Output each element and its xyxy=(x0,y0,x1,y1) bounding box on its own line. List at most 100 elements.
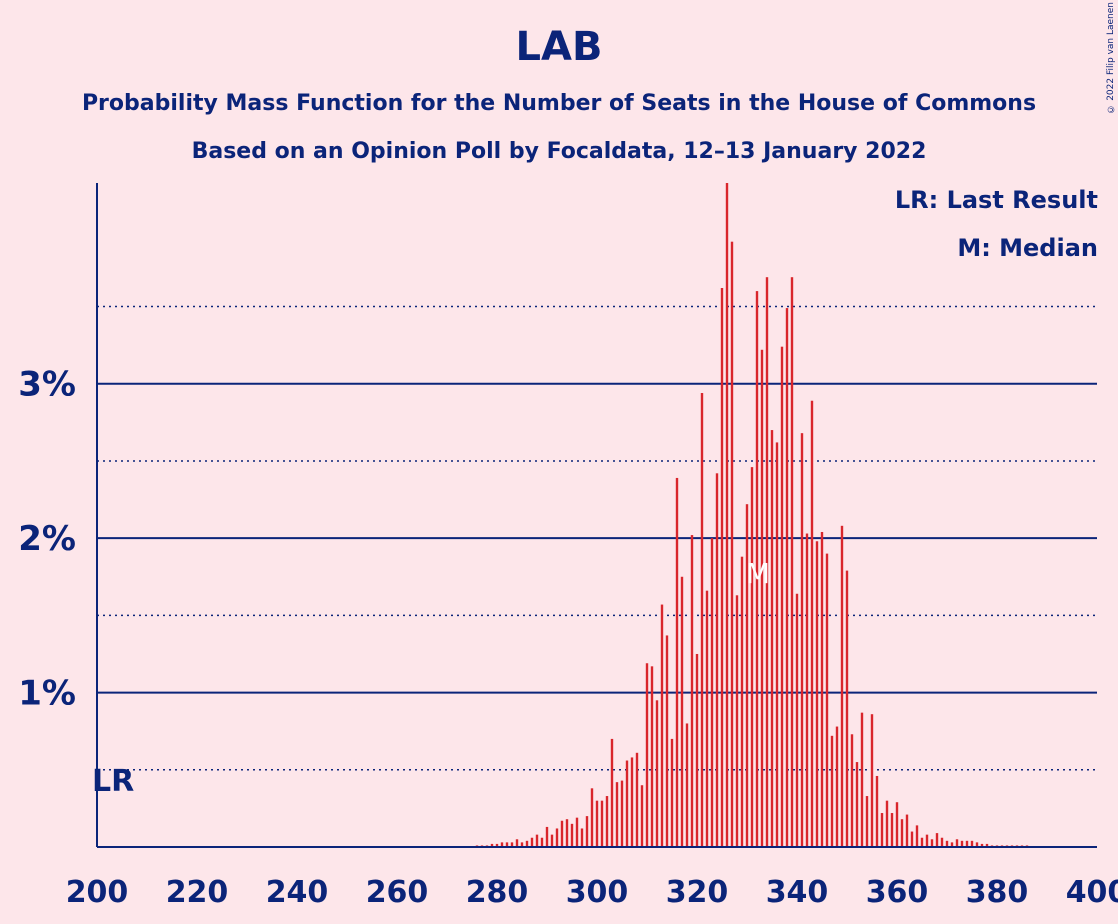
seat-bar xyxy=(810,400,814,847)
seat-bar xyxy=(975,842,979,847)
seat-bar xyxy=(985,843,989,847)
seat-bar xyxy=(890,813,894,847)
seat-bar xyxy=(935,833,939,847)
seat-bar xyxy=(625,760,629,847)
seat-bar xyxy=(955,839,959,847)
seat-bar xyxy=(840,525,844,847)
x-tick-label: 200 xyxy=(66,875,129,910)
seat-bar xyxy=(835,726,839,847)
grid-layer xyxy=(97,305,1097,771)
seat-bar xyxy=(910,831,914,847)
seat-bar xyxy=(930,839,934,847)
seat-bar xyxy=(815,541,819,847)
seat-bar xyxy=(735,595,739,847)
seat-bar xyxy=(730,241,734,847)
seat-bar xyxy=(900,819,904,847)
seat-bar xyxy=(685,723,689,847)
seat-bar xyxy=(785,308,789,847)
seat-bar xyxy=(970,840,974,847)
seat-bar xyxy=(560,820,564,847)
seat-bar xyxy=(635,752,639,847)
seat-bar xyxy=(615,782,619,847)
seat-bar xyxy=(515,839,519,847)
seat-bar xyxy=(855,762,859,847)
seat-bar xyxy=(885,800,889,847)
seat-bar xyxy=(660,604,664,847)
x-tick-label: 280 xyxy=(466,875,529,910)
seat-bar xyxy=(845,570,849,847)
seat-bar xyxy=(495,843,499,847)
last-result-label: LR xyxy=(92,764,134,799)
seat-bar xyxy=(565,819,569,847)
x-tick-label: 360 xyxy=(866,875,929,910)
seat-bar xyxy=(870,714,874,847)
seat-bar xyxy=(895,802,899,847)
seat-bar xyxy=(950,842,954,847)
seat-bar xyxy=(770,430,774,847)
seat-bar xyxy=(700,393,704,847)
seat-bar xyxy=(610,738,614,847)
seat-bar xyxy=(545,826,549,847)
seat-bar xyxy=(580,828,584,847)
seat-bar xyxy=(510,842,514,847)
seat-bar xyxy=(820,531,824,847)
seat-bar xyxy=(940,837,944,847)
x-tick-label: 220 xyxy=(166,875,229,910)
chart-title: LAB xyxy=(515,24,603,70)
seat-bar xyxy=(630,757,634,847)
seat-bar xyxy=(595,800,599,847)
seat-bar xyxy=(750,467,754,847)
seat-bar xyxy=(605,796,609,847)
seat-bar xyxy=(920,837,924,847)
seat-bar xyxy=(530,837,534,847)
seat-bar xyxy=(550,834,554,847)
seat-bar xyxy=(860,712,864,847)
seat-bar xyxy=(775,442,779,847)
axis-layer xyxy=(96,183,1097,848)
seat-bar xyxy=(745,504,749,847)
legend-median: M: Median xyxy=(957,234,1098,262)
x-tick-label: 380 xyxy=(966,875,1029,910)
seat-bar xyxy=(665,635,669,847)
seat-bar xyxy=(710,538,714,847)
seat-bar xyxy=(880,813,884,847)
chart-subtitle-1: Probability Mass Function for the Number… xyxy=(81,91,1037,116)
seat-bar xyxy=(760,349,764,847)
seat-bar xyxy=(805,533,809,847)
seat-bar xyxy=(500,842,504,847)
seat-bar xyxy=(830,735,834,847)
seat-bar xyxy=(640,785,644,847)
seat-bar xyxy=(850,734,854,847)
chart-subtitle-2: Based on an Opinion Poll by Focaldata, 1… xyxy=(191,139,927,164)
seat-bar xyxy=(655,700,659,847)
seat-bar xyxy=(525,840,529,847)
seat-bar xyxy=(790,277,794,848)
seat-bar xyxy=(570,823,574,847)
seat-bar xyxy=(795,593,799,847)
seat-bar xyxy=(715,473,719,847)
seat-bar xyxy=(755,291,759,847)
seat-bar xyxy=(505,842,509,847)
seat-bar xyxy=(695,653,699,847)
x-tick-label: 320 xyxy=(666,875,729,910)
seat-bar xyxy=(720,288,724,847)
seat-bar xyxy=(705,590,709,847)
seat-bar xyxy=(915,825,919,847)
x-tick-label: 400 xyxy=(1066,875,1118,910)
seat-bar xyxy=(905,814,909,847)
seat-bar xyxy=(765,277,769,848)
median-label: M xyxy=(746,557,770,590)
seat-bar xyxy=(600,800,604,847)
seat-bar xyxy=(575,817,579,847)
x-tick-label: 260 xyxy=(366,875,429,910)
y-tick-label: 2% xyxy=(18,519,76,559)
seat-bar xyxy=(520,842,524,847)
legend-last-result: LR: Last Result xyxy=(894,186,1098,214)
seat-bar xyxy=(945,840,949,847)
seat-bar xyxy=(555,828,559,847)
seat-bar xyxy=(980,843,984,847)
seat-bar xyxy=(690,535,694,847)
y-tick-label: 3% xyxy=(18,365,76,405)
x-tick-label: 340 xyxy=(766,875,829,910)
